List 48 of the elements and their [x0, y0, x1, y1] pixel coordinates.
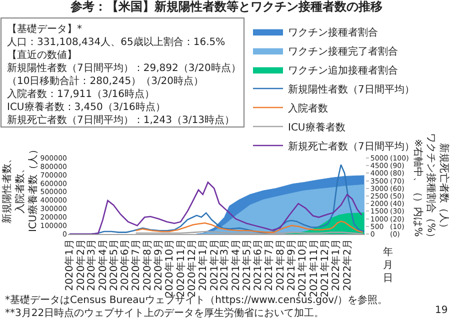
legend-label: ワクチン接種完了者割合	[288, 45, 398, 58]
x-tick-label: 2020年1月	[64, 239, 76, 291]
text: 19	[435, 305, 448, 316]
x-axis-title: 年月日	[383, 246, 393, 284]
x-tick-label: 2021年11月	[308, 239, 320, 298]
x-tick-label: 2020年2月	[75, 239, 87, 291]
x-tick-label: 2021年3月	[218, 239, 231, 291]
x-tick-label: 2021年10月	[296, 239, 309, 298]
x-tick-label: 2021年6月	[252, 239, 264, 291]
text: 人口：331,108,434人、65歳以上割合：16.5%	[7, 36, 226, 48]
x-tick-label: 2020年4月	[96, 239, 109, 291]
chart-title: 参考：【米国】新規陽性者数等とワクチン接種者数の推移	[70, 0, 382, 14]
x-tick-label: 2021年2月	[208, 239, 220, 291]
y2-axis-title: 新規死亡者数（人）ワクチン接種割合（%）※右軸中、（）内は%	[412, 133, 450, 243]
legend-label: 入院者数	[288, 102, 328, 114]
legend-label: 新規死亡者数（7日間平均）	[288, 140, 414, 152]
x-tick-label: 2020年8月	[141, 239, 154, 291]
x-tick-label: 2020年6月	[119, 239, 132, 291]
text: 【基礎データ】*	[7, 23, 82, 35]
x-tick-label: 2021年12月	[318, 239, 331, 298]
legend-label: ICU療養者数	[288, 121, 346, 134]
text: 入院者数：17,911（3/16時点）	[7, 88, 154, 100]
x-tick-label: 2020年3月	[86, 239, 98, 291]
x-tick-label: 2020年11月	[174, 239, 187, 298]
text: 【直近の数値】	[7, 49, 77, 61]
text: 新規死亡者数（7日間平均）：1,243（3/13時点）	[7, 114, 234, 126]
x-tick-label: 2020年9月	[152, 239, 165, 291]
x-tick-label: 2021年9月	[286, 239, 298, 291]
text: **3月22日時点のウェブサイト上のデータを厚生労働省において加工。	[5, 307, 324, 319]
x-tick-label: 2021年8月	[274, 239, 286, 291]
x-tick-label: 2021年5月	[240, 239, 253, 291]
x-tick-label: 2021年7月	[263, 239, 276, 291]
x-tick-label: 2020年7月	[130, 239, 142, 291]
line-series	[135, 220, 364, 233]
legend-label: 新規陽性者数（7日間平均）	[288, 83, 414, 96]
text: ICU療養者数：3,450（3/16時点）	[7, 101, 166, 113]
x-tick-label: 2022年2月	[341, 239, 354, 291]
x-tick-label: 2021年4月	[230, 239, 242, 291]
line-series	[68, 182, 362, 234]
x-tick-label: 2020年5月	[108, 239, 120, 291]
x-tick-label: 2022年1月	[330, 239, 342, 291]
legend-label: ワクチン接種者割合	[288, 26, 378, 38]
text: （10日移動合計：280,245）（3/20時点）	[7, 75, 204, 87]
y-axis-title: 新規陽性者数、入院者数、ICU療養者数（人）	[1, 144, 39, 232]
x-tick-label: 2020年12月	[186, 239, 198, 298]
x-tick-label: 2021年1月	[197, 239, 210, 291]
text: 新規陽性者数（7日間平均）：29,892（3/20時点）	[7, 62, 241, 74]
legend-label: ワクチン追加接種者割合	[288, 64, 398, 76]
